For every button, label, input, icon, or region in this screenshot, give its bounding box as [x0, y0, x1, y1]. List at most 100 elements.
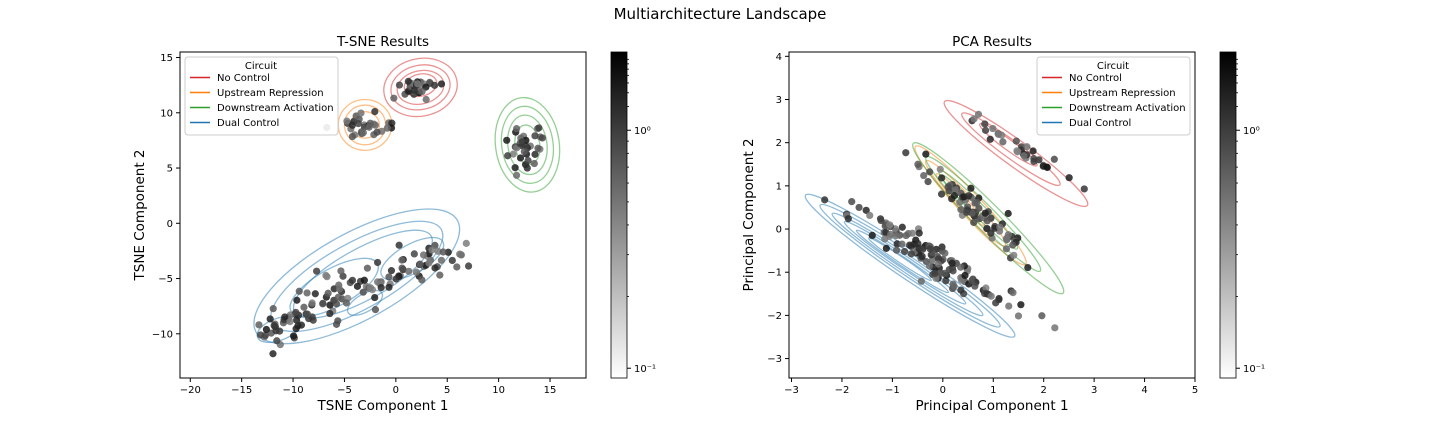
- data-point: [821, 196, 829, 204]
- data-point: [292, 325, 300, 333]
- data-point: [1004, 209, 1012, 218]
- data-point: [387, 267, 396, 275]
- data-point: [942, 277, 950, 285]
- data-point: [270, 322, 278, 330]
- data-point: [335, 285, 344, 293]
- data-point: [439, 248, 447, 256]
- data-point: [293, 296, 301, 304]
- data-point: [395, 81, 404, 89]
- data-point: [319, 299, 327, 307]
- data-point: [906, 241, 914, 249]
- data-point: [935, 255, 943, 263]
- density-contour: [943, 99, 1089, 208]
- data-point: [354, 119, 363, 128]
- data-point: [919, 245, 927, 253]
- data-point: [503, 136, 511, 144]
- data-point: [334, 293, 342, 301]
- data-point: [303, 289, 311, 297]
- y-tick-label: 3: [776, 95, 782, 106]
- data-point: [431, 264, 439, 272]
- density-contour: [912, 142, 1065, 295]
- data-point: [882, 244, 890, 252]
- y-tick-label: −2: [767, 311, 782, 322]
- data-point: [948, 259, 956, 267]
- data-point: [855, 203, 863, 212]
- data-point: [908, 229, 917, 237]
- y-tick-label: 0: [776, 225, 782, 236]
- density-contour: [506, 114, 548, 176]
- data-point: [926, 245, 934, 253]
- data-point: [303, 310, 312, 318]
- data-point: [281, 313, 289, 321]
- data-point: [950, 282, 958, 290]
- x-tick-label: 10: [492, 385, 505, 396]
- data-point: [970, 115, 978, 123]
- x-tick-label: 1: [990, 385, 996, 396]
- colorbar-tick-label: 10⁰: [634, 126, 651, 137]
- data-point: [456, 250, 464, 258]
- data-point: [983, 225, 991, 233]
- data-point: [941, 249, 949, 257]
- subplot-title: T-SNE Results: [336, 34, 429, 50]
- data-point: [981, 120, 989, 128]
- density-contour: [346, 289, 384, 316]
- data-point: [373, 128, 381, 136]
- axes-frame: [788, 51, 1196, 379]
- x-tick-label: 5: [1192, 385, 1198, 396]
- y-axis-label: Principal Component 2: [741, 138, 757, 291]
- data-point: [866, 211, 874, 220]
- legend-title: Circuit: [1097, 61, 1129, 72]
- y-tick-label: 5: [167, 164, 173, 175]
- data-point: [1030, 157, 1038, 166]
- series-no-control: [943, 99, 1089, 208]
- data-point: [343, 117, 351, 125]
- x-axis-label: TSNE Component 1: [317, 398, 449, 414]
- density-contour: [855, 229, 950, 294]
- data-point: [994, 130, 1003, 139]
- data-point: [383, 124, 391, 132]
- data-point: [974, 110, 983, 118]
- y-tick-label: 4: [776, 52, 782, 63]
- data-point: [1012, 137, 1020, 145]
- x-tick-label: 5: [444, 385, 450, 396]
- figure-title: Multiarchitecture Landscape: [613, 5, 827, 23]
- data-point: [286, 318, 294, 326]
- data-point: [918, 252, 926, 260]
- data-point: [996, 223, 1004, 231]
- points-dual-control: [821, 196, 1059, 332]
- y-tick-label: 2: [776, 138, 782, 149]
- data-point: [332, 320, 341, 328]
- data-point: [1010, 251, 1018, 259]
- density-contour: [383, 57, 458, 118]
- legend-entry: Dual Control: [217, 118, 279, 129]
- data-point: [371, 108, 379, 116]
- data-point: [410, 250, 418, 258]
- data-point: [513, 125, 521, 133]
- data-point: [931, 269, 939, 278]
- points-downstream-activation: [914, 160, 1032, 272]
- data-point: [276, 327, 284, 335]
- data-point: [925, 262, 934, 270]
- colorbar-gradient: [610, 51, 628, 379]
- data-point: [453, 263, 461, 271]
- data-point: [535, 124, 543, 132]
- y-tick-label: −10: [152, 329, 173, 340]
- data-point: [989, 124, 997, 133]
- legend-box: [184, 56, 339, 136]
- data-point: [297, 321, 306, 329]
- x-tick-label: −15: [231, 385, 252, 396]
- data-point: [273, 337, 281, 345]
- data-point: [300, 303, 308, 311]
- subplot-title: PCA Results: [952, 34, 1032, 50]
- legend-title: Circuit: [245, 61, 277, 72]
- x-tick-label: 3: [1091, 385, 1097, 396]
- data-point: [422, 95, 430, 104]
- data-point: [504, 152, 512, 160]
- data-point: [359, 288, 367, 296]
- data-point: [524, 156, 532, 165]
- colorbar: 10⁰ 10⁻¹: [610, 51, 656, 379]
- data-point: [448, 256, 456, 265]
